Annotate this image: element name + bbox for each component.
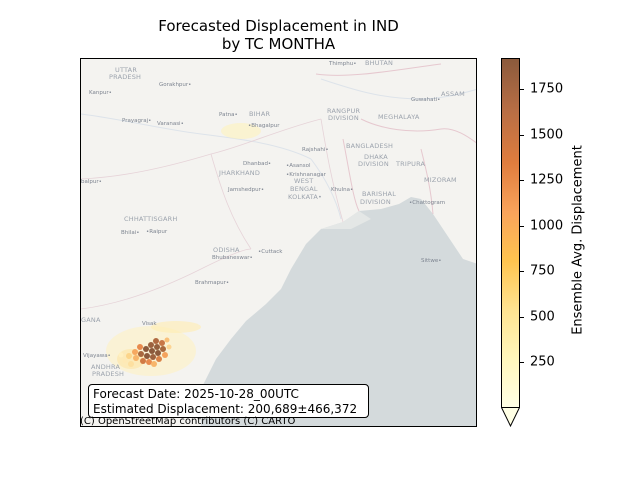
bihar-haze xyxy=(221,123,261,139)
colorbar-tick-label-500: 500 xyxy=(530,309,555,325)
label-odisha: ODISHA xyxy=(213,246,240,254)
map-attribution: (C) OpenStreetMap contributors (C) CARTO xyxy=(80,416,296,427)
label-bihar: BIHAR xyxy=(249,110,271,118)
colorbar-tick-1500 xyxy=(520,134,524,136)
label-guwahati: Guwahati• xyxy=(411,97,441,103)
forecast-info-box: Forecast Date: 2025-10-28_00UTC Estimate… xyxy=(88,384,369,418)
colorbar-tick-label-1250: 1250 xyxy=(530,172,564,188)
label-prayagraj: Prayagraj• xyxy=(122,118,152,124)
title-line-2: by TC MONTHA xyxy=(221,35,336,53)
label-jamshedpur: Jamshedpur• xyxy=(228,187,265,193)
label-bangladesh: BANGLADESH xyxy=(346,142,394,150)
label-krishnanagar: •Krishnanagar xyxy=(286,172,326,178)
label-asansol: •Asansol xyxy=(286,163,311,169)
label-dhaka-1: DHAKA xyxy=(364,153,388,161)
colorbar-tick-500 xyxy=(520,316,524,318)
colorbar-tick-250 xyxy=(520,362,524,364)
label-bhilai: Bhilai• xyxy=(121,230,140,236)
label-uttar-pradesh-2: PRADESH xyxy=(109,73,142,81)
label-vijayawada: Vijayawa• xyxy=(83,353,111,359)
colorbar-ticks: 250 500 750 1000 1250 1500 1750 xyxy=(520,58,580,408)
label-chhattisgarh: CHHATTISGARH xyxy=(124,215,178,223)
label-visakhapatnam: Visak xyxy=(142,321,157,327)
label-barishal-1: BARISHAL xyxy=(362,190,397,198)
colorbar-tick-1250 xyxy=(520,180,524,182)
label-varanasi: Varanasi• xyxy=(157,121,184,127)
label-chattogram: •Chattogram xyxy=(409,200,446,206)
label-kanpur: Kanpur• xyxy=(89,90,112,96)
colorbar-tick-label-1750: 1750 xyxy=(530,81,564,97)
colorbar-tick-label-250: 250 xyxy=(530,354,555,370)
colorbar-outline xyxy=(501,58,520,408)
label-dhaka-2: DIVISION xyxy=(358,160,389,168)
label-meghalaya: MEGHALAYA xyxy=(378,113,420,121)
label-uttar-pradesh-1: UTTAR xyxy=(115,66,138,74)
label-sittwe: Sittwe• xyxy=(421,258,442,264)
label-barishal-2: DIVISION xyxy=(360,198,391,206)
label-brahmapur: Brahmapur• xyxy=(195,280,230,286)
colorbar-tick-label-1500: 1500 xyxy=(530,127,564,143)
label-bhutan: BHUTAN xyxy=(365,59,394,67)
chart-title: Forecasted Displacement in IND by TC MON… xyxy=(80,17,477,53)
colorbar-label: Ensemble Avg. Displacement xyxy=(570,145,586,335)
label-gorakhpur: Gorakhpur• xyxy=(159,82,192,88)
label-west-bengal-1: WEST xyxy=(294,177,314,185)
estimated-displacement-text: Estimated Displacement: 200,689±466,372 xyxy=(93,401,358,416)
bay-of-bengal xyxy=(201,197,476,426)
colorbar-tick-1000 xyxy=(520,225,524,227)
map-panel[interactable]: UTTAR PRADESH Kanpur• Gorakhpur• Prayagr… xyxy=(80,58,477,427)
colorbar-extend-arrow xyxy=(501,407,520,428)
label-west-bengal-2: BENGAL xyxy=(290,185,318,193)
label-rajshahi: Rajshahi• xyxy=(302,147,329,153)
label-mizoram: MIZORAM xyxy=(424,176,457,184)
label-cuttack: •Cuttack xyxy=(258,249,283,255)
colorbar-gradient xyxy=(501,58,520,408)
label-telangana: GANA xyxy=(81,316,101,324)
label-thimphu: Thimphu• xyxy=(329,61,357,67)
colorbar-tick-label-750: 750 xyxy=(530,263,555,279)
label-jabalpur: balpur• xyxy=(81,179,102,185)
label-rangpur-2: DIVISION xyxy=(328,114,359,122)
label-jharkhand: JHARKHAND xyxy=(219,169,261,177)
label-bhubaneswar: Bhubaneswar• xyxy=(212,255,253,261)
label-patna: Patna• xyxy=(219,112,238,118)
colorbar-tick-1750 xyxy=(520,88,524,90)
label-dhanbad: Dhanbad• xyxy=(243,161,272,167)
label-bhagalpur: •Bhagalpur xyxy=(248,123,280,129)
map-basemap xyxy=(81,59,476,426)
label-assam: ASSAM xyxy=(441,90,465,98)
label-andhra-1: ANDHRA xyxy=(91,363,121,371)
colorbar xyxy=(501,58,520,428)
label-andhra-2: PRADESH xyxy=(92,370,125,378)
forecast-date-text: Forecast Date: 2025-10-28_00UTC xyxy=(93,387,299,401)
label-kolkata: KOLKATA• xyxy=(288,193,323,201)
label-raipur: •Raipur xyxy=(146,229,168,235)
colorbar-tick-label-1000: 1000 xyxy=(530,218,564,234)
label-khulna: Khulna• xyxy=(331,187,354,193)
colorbar-tick-750 xyxy=(520,271,524,273)
label-rangpur-1: RANGPUR xyxy=(327,107,361,115)
title-line-1: Forecasted Displacement in IND xyxy=(158,17,399,35)
label-tripura: TRIPURA xyxy=(396,160,426,168)
displacement-hexbins xyxy=(118,337,172,367)
